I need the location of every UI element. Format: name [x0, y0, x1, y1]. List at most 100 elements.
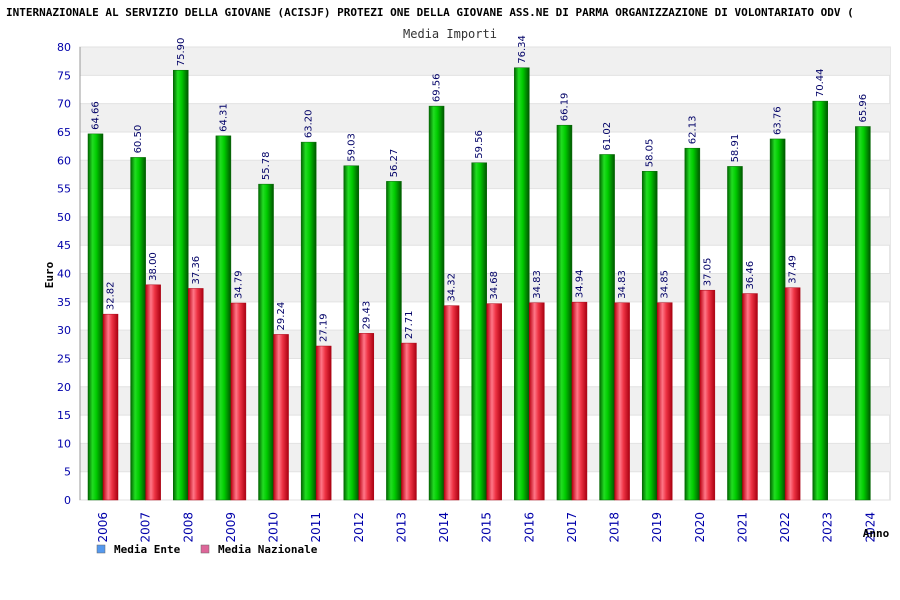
data-labels: 64.66 32.82 60.50 38.00 75.90 37.36 64.31 34.79…: [91, 35, 869, 342]
bar-ente-2009: [215, 135, 232, 501]
data-label-ente-2010: 55.78: [261, 152, 272, 181]
y-tick-label: 25: [57, 352, 71, 365]
x-tick-label-2022: 2022: [778, 512, 792, 543]
bar-ente-2011: [300, 141, 317, 501]
bar-ente-2016: [514, 67, 530, 501]
y-tick-label: 60: [57, 154, 71, 167]
bar-ente-2021: [727, 166, 743, 501]
bar-ente-2023: [812, 100, 828, 501]
bar-ente-2020: [684, 147, 701, 501]
x-tick-label-2024: 2024: [863, 512, 877, 543]
bar-ente-2012: [343, 165, 360, 501]
data-label-nazionale-2006: 32.82: [106, 282, 117, 311]
y-tick-label: 75: [57, 69, 71, 82]
y-tick-label: 20: [57, 381, 71, 394]
x-tick-label-2009: 2009: [224, 512, 238, 543]
legend-swatch-ente: [96, 544, 106, 554]
legend-label-ente: Media Ente: [114, 543, 181, 556]
bar-nazionale-2022: [784, 287, 801, 501]
bar-ente-2019: [641, 171, 658, 501]
data-label-nazionale-2007: 38.00: [148, 252, 159, 281]
data-label-ente-2017: 66.19: [559, 93, 570, 122]
data-label-ente-2011: 63.20: [304, 109, 315, 138]
data-label-nazionale-2009: 34.79: [233, 270, 244, 299]
data-label-nazionale-2008: 37.36: [191, 256, 202, 285]
x-tick-label-2006: 2006: [96, 512, 110, 543]
bar-ente-2007: [130, 157, 146, 501]
bar-nazionale-2020: [699, 289, 716, 501]
x-tick-label-2021: 2021: [735, 512, 749, 543]
y-tick-label: 55: [57, 183, 71, 196]
legend-swatch-nazionale: [200, 544, 210, 554]
data-label-ente-2012: 59.03: [346, 133, 357, 162]
data-label-ente-2006: 64.66: [91, 101, 102, 130]
data-label-nazionale-2017: 34.94: [574, 270, 585, 299]
chart-title: INTERNAZIONALE AL SERVIZIO DELLA GIOVANE…: [6, 6, 854, 19]
y-tick-label: 0: [64, 494, 71, 507]
y-tick-label: 10: [57, 437, 71, 450]
bar-ente-2006: [87, 133, 104, 501]
data-label-ente-2014: 69.56: [432, 73, 443, 102]
chart-subtitle: Media Importi: [403, 27, 497, 41]
bar-nazionale-2021: [742, 293, 758, 501]
bar-ente-2022: [769, 138, 786, 501]
y-tick-label: 45: [57, 239, 71, 252]
y-axis-label: Euro: [43, 261, 56, 288]
data-label-ente-2013: 56.27: [389, 149, 400, 178]
data-label-nazionale-2019: 34.85: [660, 270, 671, 299]
y-tick-label: 40: [57, 268, 71, 281]
data-label-ente-2021: 58.91: [730, 134, 741, 163]
y-tick-label: 35: [57, 296, 71, 309]
data-label-ente-2015: 59.56: [474, 130, 485, 159]
data-label-nazionale-2012: 29.43: [361, 301, 372, 330]
bar-nazionale-2011: [315, 345, 332, 501]
bar-nazionale-2006: [102, 313, 119, 501]
bar-ente-2017: [556, 124, 573, 501]
bar-nazionale-2015: [486, 303, 502, 501]
y-tick-label: 65: [57, 126, 71, 139]
bar-nazionale-2007: [145, 284, 161, 501]
data-label-ente-2019: 58.05: [645, 139, 656, 168]
data-label-nazionale-2014: 34.32: [447, 273, 458, 302]
x-tick-label-2011: 2011: [309, 512, 323, 543]
bars: [87, 67, 871, 501]
data-label-ente-2016: 76.34: [517, 35, 528, 64]
bar-ente-2015: [471, 162, 487, 501]
y-tick-label: 80: [57, 41, 71, 54]
x-tick-label-2023: 2023: [821, 512, 835, 543]
data-label-ente-2023: 70.44: [815, 68, 826, 97]
data-label-nazionale-2021: 36.46: [745, 261, 756, 290]
data-label-nazionale-2022: 37.49: [788, 255, 799, 284]
bar-ente-2013: [386, 181, 402, 501]
x-tick-label-2012: 2012: [352, 512, 366, 543]
legend: Media Ente Media Nazionale: [96, 543, 318, 556]
x-tick-label-2020: 2020: [693, 512, 707, 543]
bar-ente-2008: [173, 69, 189, 501]
y-tick-label: 70: [57, 98, 71, 111]
data-label-nazionale-2011: 27.19: [319, 313, 330, 342]
data-label-ente-2020: 62.13: [687, 116, 698, 145]
x-axis-label: Anno: [863, 527, 890, 540]
grid-band: [80, 103, 890, 132]
bar-nazionale-2016: [529, 302, 545, 501]
x-tick-label-2018: 2018: [608, 512, 622, 543]
y-tick-label: 15: [57, 409, 71, 422]
bar-ente-2024: [855, 126, 871, 501]
bar-nazionale-2008: [188, 288, 204, 501]
y-tick-label: 30: [57, 324, 71, 337]
bar-ente-2010: [258, 183, 274, 501]
bar-ente-2014: [428, 105, 445, 501]
y-axis-ticks: 0 5 10 15 20 25 30 35 40 45 50 55 60 65 70 75 80: [57, 41, 71, 507]
data-label-ente-2008: 75.90: [176, 38, 187, 67]
x-axis-ticks: 2006 2007 2008 2009 2010 2011 2012 2013 2014 2015…: [96, 512, 877, 543]
data-label-nazionale-2018: 34.83: [617, 270, 628, 299]
y-tick-label: 50: [57, 211, 71, 224]
data-label-nazionale-2010: 29.24: [276, 302, 287, 331]
data-label-nazionale-2016: 34.83: [532, 270, 543, 299]
x-tick-label-2019: 2019: [650, 512, 664, 543]
x-tick-label-2014: 2014: [437, 512, 451, 543]
y-tick-label: 5: [64, 466, 71, 479]
x-tick-label-2013: 2013: [394, 512, 408, 543]
data-label-nazionale-2020: 37.05: [702, 258, 713, 287]
